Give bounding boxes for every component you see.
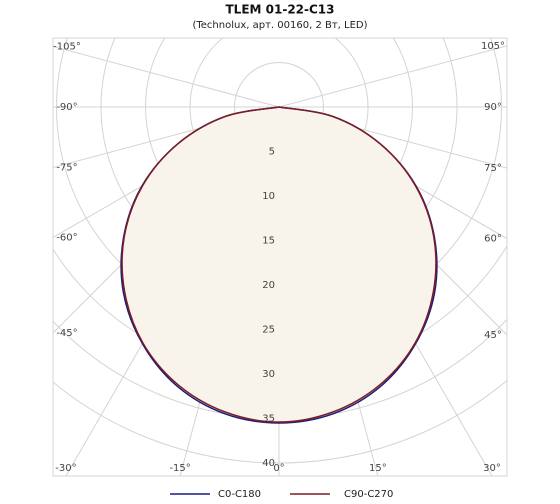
radial-tick-label: 40 <box>262 458 275 469</box>
angle-tick-label: -60° <box>56 232 77 243</box>
angle-tick-label: 0° <box>273 463 284 474</box>
grid-spoke <box>278 45 507 108</box>
radial-tick-label: 25 <box>262 325 275 336</box>
angle-tick-label: -45° <box>56 328 77 339</box>
angle-tick-label: -75° <box>56 163 77 174</box>
labels: 5 10 15 20 25 30 35 40 -105° -90° -75° -60° -45° -30°… <box>53 41 505 500</box>
angle-tick-label: 15° <box>369 463 387 474</box>
chart-subtitle: (Technolux, арт. 00160, 2 Вт, LED) <box>192 20 367 31</box>
legend-label: C0-C180 <box>218 489 261 500</box>
light-area <box>121 107 437 423</box>
chart-title: TLEM 01-22-C13 <box>225 3 334 17</box>
radial-tick-label: 20 <box>262 280 275 291</box>
radial-tick-label: 10 <box>262 191 275 202</box>
angle-tick-label: 30° <box>483 463 501 474</box>
plot-frame <box>52 37 508 477</box>
angle-tick-label: 75° <box>484 163 502 174</box>
angle-tick-label: -15° <box>169 463 190 474</box>
series-line <box>121 106 437 423</box>
angle-tick-label: 105° <box>481 41 505 52</box>
grid-spoke <box>53 45 280 108</box>
angle-tick-label: -105° <box>53 41 81 52</box>
data-layer <box>120 106 438 424</box>
radial-tick-label: 5 <box>269 147 275 158</box>
angle-tick-label: -90° <box>56 102 77 113</box>
radial-tick-label: 15 <box>262 236 275 247</box>
radial-tick-label: 35 <box>262 414 275 425</box>
legend-label: C90-C270 <box>344 489 393 500</box>
angle-tick-label: 60° <box>484 234 502 245</box>
angle-tick-label: 90° <box>484 102 502 113</box>
radial-tick-label: 30 <box>262 369 275 380</box>
angle-tick-label: 45° <box>484 330 502 341</box>
angle-tick-label: -30° <box>55 463 76 474</box>
